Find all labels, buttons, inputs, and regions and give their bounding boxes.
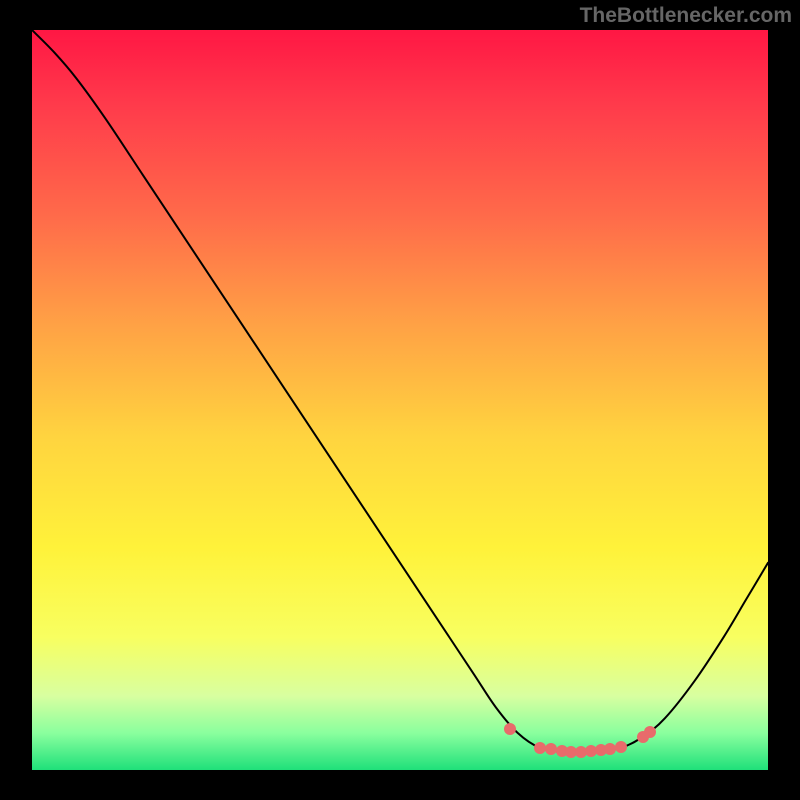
optimal-zone-marker bbox=[637, 731, 649, 743]
optimal-zone-marker bbox=[585, 745, 597, 757]
optimal-zone-marker bbox=[644, 726, 656, 738]
optimal-zone-marker bbox=[604, 743, 616, 755]
optimal-zone-marker bbox=[545, 743, 557, 755]
plot-area bbox=[32, 30, 768, 770]
optimal-zone-marker bbox=[504, 723, 516, 735]
optimal-zone-marker bbox=[556, 745, 568, 757]
curve-svg bbox=[32, 30, 768, 770]
bottleneck-curve bbox=[32, 30, 768, 752]
optimal-zone-marker bbox=[575, 746, 587, 758]
optimal-zone-marker bbox=[534, 742, 546, 754]
optimal-zone-marker bbox=[615, 741, 627, 753]
optimal-zone-marker bbox=[565, 746, 577, 758]
watermark-text: TheBottlenecker.com bbox=[580, 4, 792, 28]
optimal-zone-marker bbox=[595, 744, 607, 756]
chart-container: TheBottlenecker.com bbox=[0, 0, 800, 800]
